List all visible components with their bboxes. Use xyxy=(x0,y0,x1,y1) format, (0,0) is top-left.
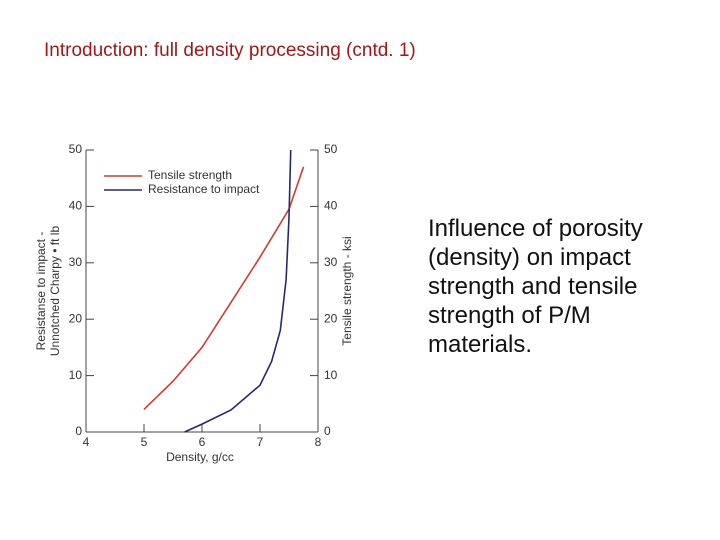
y-tick-label: 50 xyxy=(69,142,83,156)
series-line xyxy=(143,166,305,411)
y-tick-label: 30 xyxy=(69,255,83,269)
y-tick-label: 10 xyxy=(69,368,83,382)
caption: Influence of porosity (density) on impac… xyxy=(428,215,643,358)
x-axis-label: Density, g/cc xyxy=(166,450,234,464)
x-tick-label: 8 xyxy=(315,435,322,449)
y2-tick-label: 30 xyxy=(324,255,338,269)
y2-tick-label: 10 xyxy=(324,368,338,382)
y2-tick-label: 20 xyxy=(324,311,338,325)
y2-tick-label: 50 xyxy=(324,142,338,156)
x-tick-label: 6 xyxy=(199,435,206,449)
y2-axis-label: Tensile strength - ksi xyxy=(340,236,354,345)
y2-tick-label: 40 xyxy=(324,199,338,213)
legend-label: Resistance to impact xyxy=(148,182,260,196)
slide-title: Introduction: full density processing (c… xyxy=(44,40,416,61)
y-tick-label: 40 xyxy=(69,199,83,213)
y2-tick-label: 0 xyxy=(324,424,331,438)
y-tick-label: 20 xyxy=(69,311,83,325)
legend-label: Tensile strength xyxy=(148,168,232,182)
y-tick-label: 0 xyxy=(75,424,82,438)
y-axis-label: Resistanse to impact - xyxy=(34,232,48,351)
x-tick-label: 4 xyxy=(83,435,90,449)
series-line xyxy=(184,149,292,433)
x-tick-label: 7 xyxy=(257,435,264,449)
y-axis-label: Unnotched Charpy • ft lb xyxy=(48,226,62,357)
x-tick-label: 5 xyxy=(141,435,148,449)
